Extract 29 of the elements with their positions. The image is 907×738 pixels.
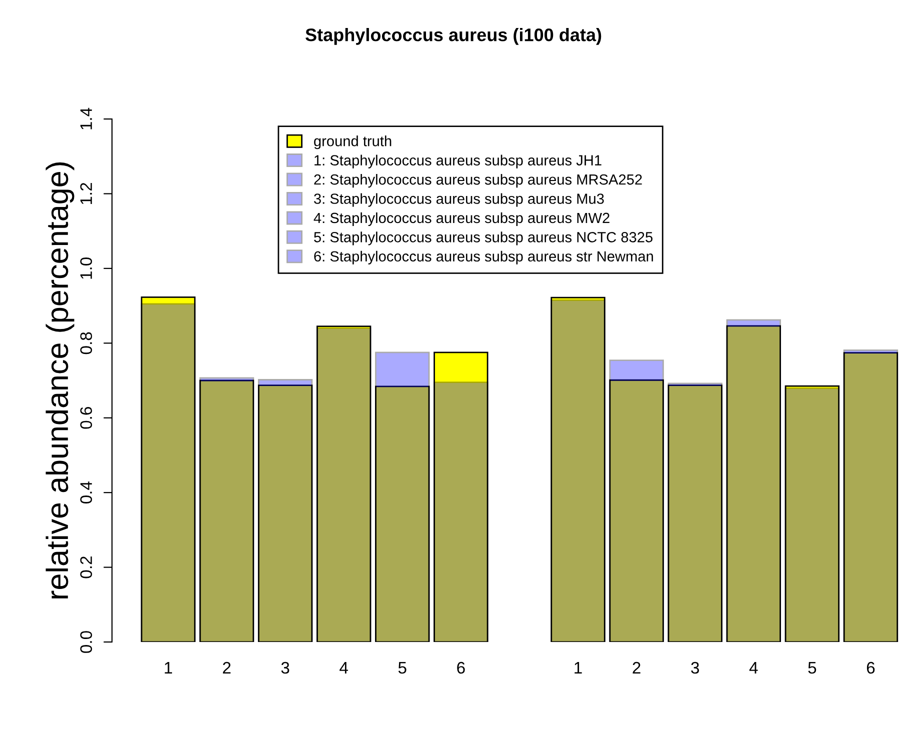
y-tick-label: 0.8 [80,332,92,354]
x-tick-label: 4 [749,662,758,674]
legend-label: 3: Staphylococcus aureus subsp aureus Mu3 [314,193,604,207]
legend-label: 6: Staphylococcus aureus subsp aureus str Newman [314,250,653,264]
y-tick-label: 0.0 [80,631,92,653]
x-tick-label: 3 [691,662,699,674]
x-tick-label: 1 [164,662,172,674]
chart-title: Staphylococcus aureus (i100 data) [306,28,602,45]
y-axis-title: relative abundance (percentage) [46,162,74,598]
x-tick-label: 5 [808,662,816,674]
legend-label: ground truth [314,136,392,150]
y-tick-label: 1.2 [80,182,92,204]
x-tick-label: 4 [340,662,348,674]
x-tick-label: 3 [281,662,290,674]
y-tick-label: 0.6 [80,407,92,429]
legend-label: 1: Staphylococcus aureus subsp aureus JH1 [314,154,602,168]
y-tick-label: 0.2 [80,556,92,578]
x-tick-label: 2 [222,662,231,674]
x-tick-label: 1 [574,662,582,674]
x-tick-label: 6 [866,662,875,674]
legend-label: 5: Staphylococcus aureus subsp aureus NCTC 8325 [314,232,652,246]
x-tick-label: 5 [398,662,406,674]
legend-label: 2: Staphylococcus aureus subsp aureus MRSA252 [314,174,642,188]
x-tick-label: 2 [632,662,640,674]
y-tick-label: 0.4 [80,481,92,504]
y-tick-label: 1.4 [80,108,92,130]
legend-label: 4: Staphylococcus aureus subsp aureus MW2 [314,212,610,226]
y-tick-label: 1.0 [80,257,92,279]
x-tick-label: 6 [457,662,465,674]
